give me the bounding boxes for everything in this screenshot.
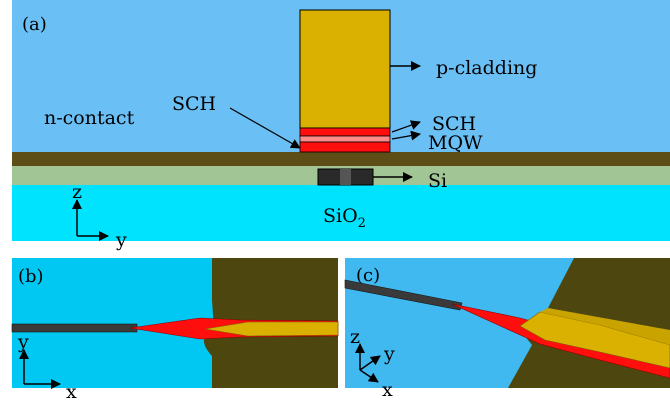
panel-b-x-label: x [66, 381, 77, 403]
panel-c-y-label: y [383, 343, 395, 365]
panel-a-tag: (a) [22, 14, 47, 35]
panel-b-y-label: y [17, 331, 29, 353]
p-cladding-block [299, 9, 391, 129]
panel-c-si-waveguide [344, 279, 463, 311]
panel-b-si-waveguide [11, 323, 138, 333]
n-contact-label: n-contact [44, 107, 135, 129]
sch-left-arrow [229, 107, 301, 149]
sio2-label: SiO2 [323, 205, 366, 231]
mqw-label: MQW [428, 132, 483, 154]
panel-c-x-label: x [382, 379, 393, 401]
n-contact-layer [12, 152, 670, 166]
sch-upper-layer [299, 127, 391, 137]
panel-a-z-label: z [72, 181, 82, 203]
panel-c-z-label: z [350, 326, 360, 348]
panel-c-p-cladding-top [540, 308, 670, 345]
mqw-arrow [391, 130, 421, 141]
sch-lower-layer [299, 141, 391, 153]
panel-c-tag: (c) [356, 265, 380, 286]
mqw-layer [299, 135, 391, 143]
sch-right-arrow [391, 120, 421, 133]
panel-b-p-cladding-taper [204, 321, 339, 337]
panel-b-tag: (b) [18, 266, 44, 287]
panel-c-y-axis [359, 355, 381, 371]
sch-right-label: SCH [432, 113, 476, 135]
si-waveguide-gap [340, 169, 351, 185]
p-cladding-label: p-cladding [436, 57, 537, 79]
panel-c: (c) z y x [344, 258, 670, 401]
sch-left-label: SCH [172, 93, 216, 115]
panel-a-y-label: y [115, 229, 127, 251]
panel-b: (b) y x [11, 258, 339, 403]
si-label: Si [428, 170, 447, 192]
panel-a: (a) p-cladding SCH SCH MQW n-contact Si … [12, 0, 670, 251]
sio2-substrate [12, 185, 670, 241]
panel-c-x-axis [359, 369, 379, 383]
